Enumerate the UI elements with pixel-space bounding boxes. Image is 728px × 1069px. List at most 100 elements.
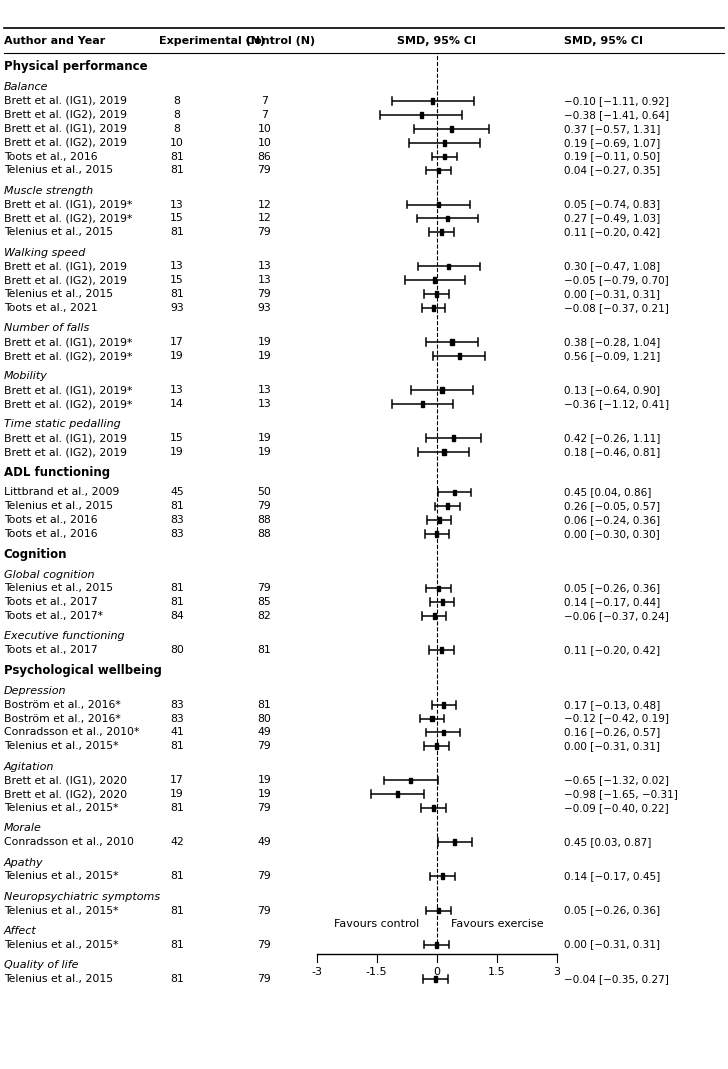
Text: Agitation: Agitation bbox=[4, 761, 54, 772]
Text: 0.00 [−0.31, 0.31]: 0.00 [−0.31, 0.31] bbox=[564, 742, 660, 752]
Text: 8: 8 bbox=[173, 110, 181, 120]
Text: Brett et al. (IG2), 2019*: Brett et al. (IG2), 2019* bbox=[4, 351, 132, 361]
Bar bbox=[447, 264, 451, 269]
Text: 81: 81 bbox=[170, 501, 183, 511]
Bar bbox=[443, 154, 446, 159]
Text: 0.45 [0.04, 0.86]: 0.45 [0.04, 0.86] bbox=[564, 487, 652, 497]
Text: 79: 79 bbox=[258, 905, 271, 915]
Text: Apathy: Apathy bbox=[4, 857, 43, 868]
Text: 85: 85 bbox=[258, 598, 271, 607]
Text: −0.65 [−1.32, 0.02]: −0.65 [−1.32, 0.02] bbox=[564, 775, 669, 786]
Text: 19: 19 bbox=[258, 789, 271, 800]
Text: 8: 8 bbox=[173, 96, 181, 106]
Bar bbox=[430, 715, 434, 722]
Text: 8: 8 bbox=[173, 124, 181, 134]
Text: 0.26 [−0.05, 0.57]: 0.26 [−0.05, 0.57] bbox=[564, 501, 660, 511]
Text: Toots et al., 2017: Toots et al., 2017 bbox=[4, 598, 98, 607]
Bar bbox=[437, 168, 440, 173]
Text: Brett et al. (IG1), 2019*: Brett et al. (IG1), 2019* bbox=[4, 337, 132, 347]
Bar bbox=[438, 202, 440, 207]
Bar bbox=[431, 98, 435, 104]
Bar bbox=[421, 401, 424, 407]
Text: Brett et al. (IG2), 2020: Brett et al. (IG2), 2020 bbox=[4, 789, 127, 800]
Text: Time static pedalling: Time static pedalling bbox=[4, 419, 120, 430]
Text: Balance: Balance bbox=[4, 82, 48, 92]
Text: Littbrand et al., 2009: Littbrand et al., 2009 bbox=[4, 487, 119, 497]
Text: 0.17 [−0.13, 0.48]: 0.17 [−0.13, 0.48] bbox=[564, 699, 660, 710]
Text: Affect: Affect bbox=[4, 926, 36, 935]
Text: 12: 12 bbox=[258, 200, 271, 210]
Text: 79: 79 bbox=[258, 742, 271, 752]
Text: Control (N): Control (N) bbox=[246, 35, 315, 46]
Bar bbox=[441, 873, 444, 880]
Bar bbox=[432, 306, 435, 311]
Text: 13: 13 bbox=[258, 385, 271, 396]
Text: 81: 81 bbox=[170, 940, 183, 949]
Text: 0.42 [−0.26, 1.11]: 0.42 [−0.26, 1.11] bbox=[564, 433, 660, 444]
Text: Global cognition: Global cognition bbox=[4, 570, 94, 579]
Text: 45: 45 bbox=[170, 487, 183, 497]
Text: 81: 81 bbox=[170, 228, 183, 237]
Text: 0.00 [−0.30, 0.30]: 0.00 [−0.30, 0.30] bbox=[564, 529, 660, 539]
Text: 42: 42 bbox=[170, 837, 183, 848]
Text: −0.05 [−0.79, 0.70]: −0.05 [−0.79, 0.70] bbox=[564, 276, 669, 285]
Text: Brett et al. (IG1), 2020: Brett et al. (IG1), 2020 bbox=[4, 775, 127, 786]
Text: −0.12 [−0.42, 0.19]: −0.12 [−0.42, 0.19] bbox=[564, 713, 669, 724]
Text: 84: 84 bbox=[170, 611, 183, 621]
Text: 83: 83 bbox=[170, 529, 183, 539]
Text: 49: 49 bbox=[258, 727, 271, 738]
Text: 14: 14 bbox=[170, 399, 183, 409]
Text: 81: 81 bbox=[170, 152, 183, 161]
Text: Conradsson et al., 2010: Conradsson et al., 2010 bbox=[4, 837, 134, 848]
Bar bbox=[454, 839, 456, 846]
Text: 79: 79 bbox=[258, 290, 271, 299]
Text: Experimental (N): Experimental (N) bbox=[159, 35, 265, 46]
Text: 0.06 [−0.24, 0.36]: 0.06 [−0.24, 0.36] bbox=[564, 515, 660, 525]
Text: Telenius et al., 2015*: Telenius et al., 2015* bbox=[4, 905, 118, 915]
Text: 81: 81 bbox=[170, 290, 183, 299]
Bar bbox=[438, 586, 440, 591]
Text: Brett et al. (IG1), 2019: Brett et al. (IG1), 2019 bbox=[4, 262, 127, 272]
Text: Muscle strength: Muscle strength bbox=[4, 186, 92, 196]
Bar bbox=[446, 503, 449, 509]
Text: 81: 81 bbox=[170, 742, 183, 752]
Bar bbox=[442, 729, 445, 735]
Text: Brett et al. (IG1), 2019: Brett et al. (IG1), 2019 bbox=[4, 96, 127, 106]
Text: Telenius et al., 2015: Telenius et al., 2015 bbox=[4, 974, 113, 983]
Text: Telenius et al., 2015*: Telenius et al., 2015* bbox=[4, 871, 118, 882]
Text: Boström et al., 2016*: Boström et al., 2016* bbox=[4, 713, 120, 724]
Text: 0.13 [−0.64, 0.90]: 0.13 [−0.64, 0.90] bbox=[564, 385, 660, 396]
Text: Psychological wellbeing: Psychological wellbeing bbox=[4, 664, 162, 677]
Text: 79: 79 bbox=[258, 803, 271, 814]
Text: ADL functioning: ADL functioning bbox=[4, 466, 110, 479]
Text: 0.56 [−0.09, 1.21]: 0.56 [−0.09, 1.21] bbox=[564, 351, 660, 361]
Text: 0.05 [−0.26, 0.36]: 0.05 [−0.26, 0.36] bbox=[564, 905, 660, 915]
Text: 81: 81 bbox=[170, 166, 183, 175]
Text: 41: 41 bbox=[170, 727, 183, 738]
Text: −0.04 [−0.35, 0.27]: −0.04 [−0.35, 0.27] bbox=[564, 974, 669, 983]
Text: Walking speed: Walking speed bbox=[4, 248, 85, 258]
Text: 0.05 [−0.26, 0.36]: 0.05 [−0.26, 0.36] bbox=[564, 584, 660, 593]
Text: 15: 15 bbox=[170, 433, 183, 444]
Text: 13: 13 bbox=[258, 399, 271, 409]
Text: 0.11 [−0.20, 0.42]: 0.11 [−0.20, 0.42] bbox=[564, 646, 660, 655]
Bar bbox=[435, 292, 438, 297]
Bar bbox=[433, 278, 436, 283]
Text: 19: 19 bbox=[170, 351, 183, 361]
Text: 1.5: 1.5 bbox=[488, 967, 506, 977]
Bar bbox=[454, 490, 456, 495]
Text: 0.18 [−0.46, 0.81]: 0.18 [−0.46, 0.81] bbox=[564, 447, 660, 458]
Text: 81: 81 bbox=[170, 584, 183, 593]
Text: 13: 13 bbox=[258, 276, 271, 285]
Text: Telenius et al., 2015: Telenius et al., 2015 bbox=[4, 290, 113, 299]
Text: 81: 81 bbox=[170, 905, 183, 915]
Text: 0.19 [−0.69, 1.07]: 0.19 [−0.69, 1.07] bbox=[564, 138, 660, 148]
Bar bbox=[441, 600, 444, 605]
Text: 80: 80 bbox=[170, 646, 184, 655]
Bar bbox=[432, 805, 435, 811]
Bar bbox=[452, 435, 455, 441]
Text: -3: -3 bbox=[311, 967, 323, 977]
Text: Brett et al. (IG1), 2019*: Brett et al. (IG1), 2019* bbox=[4, 200, 132, 210]
Text: Brett et al. (IG2), 2019: Brett et al. (IG2), 2019 bbox=[4, 276, 127, 285]
Text: 88: 88 bbox=[258, 529, 271, 539]
